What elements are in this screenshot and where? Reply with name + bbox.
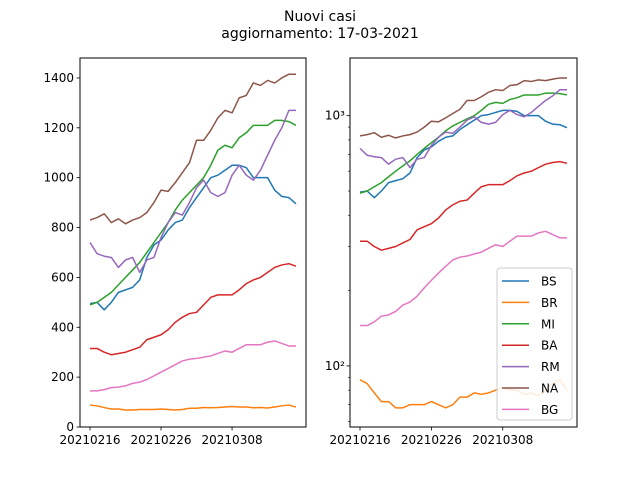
left-y-tick-label: 1400: [43, 71, 74, 85]
left-series-mi-line: [89, 119, 297, 306]
legend: BS BR MI BA RM NA BG: [496, 267, 573, 421]
left-series-rm-line: [89, 109, 296, 274]
left-series-ba-line: [90, 262, 297, 356]
right-series-na-line: [359, 77, 567, 139]
right-x-tick-label: 20210308: [472, 433, 533, 447]
right-chart-panel: 10² 10³ 20210216 20210226 20210308 BS BR MI BA…: [325, 57, 578, 447]
left-y-tick-label: 1200: [43, 121, 74, 135]
left-x-ticks: 20210216 20210226 20210308: [59, 427, 263, 447]
left-y-tick-label: 200: [51, 370, 74, 384]
left-y-tick-label: 600: [51, 270, 74, 284]
left-series-br-line: [89, 404, 297, 411]
left-series-na-line: [89, 73, 296, 225]
right-series-bg-line: [360, 230, 567, 327]
right-x-tick-label: 20210216: [329, 433, 390, 447]
right-y-ticks: 10² 10³: [325, 109, 350, 422]
legend-label-ba: BA: [541, 339, 558, 353]
figure-title-line2: aggiornamento: 17-03-2021: [221, 26, 418, 42]
legend-label-bs: BS: [541, 275, 557, 289]
left-y-tick-label: 0: [66, 420, 74, 434]
left-y-tick-label: 400: [51, 320, 74, 334]
left-y-ticks: 0 200 400 600 800 1000 1200 1400: [43, 71, 80, 434]
legend-label-br: BR: [541, 296, 558, 310]
right-x-tick-label: 20210226: [401, 433, 462, 447]
right-y-tick-label: 10²: [325, 359, 345, 373]
legend-label-rm: RM: [541, 360, 560, 374]
left-x-tick-label: 20210216: [59, 433, 120, 447]
right-series-bs-line: [359, 109, 568, 199]
left-y-tick-label: 1000: [43, 171, 74, 185]
right-axes-frame: [349, 57, 578, 428]
left-x-tick-label: 20210308: [202, 433, 263, 447]
left-axes-frame: [79, 57, 307, 428]
left-y-tick-label: 800: [51, 221, 74, 235]
legend-box: [496, 267, 573, 421]
right-series-ba-line: [360, 160, 568, 251]
legend-label-na: NA: [541, 382, 559, 396]
left-series-bs-line: [89, 164, 297, 311]
right-series-mi-line: [359, 92, 568, 194]
left-series-bg-line: [90, 340, 296, 392]
right-y-tick-label: 10³: [325, 109, 345, 123]
right-series-rm-line: [359, 88, 567, 169]
legend-label-mi: MI: [541, 317, 555, 331]
right-x-ticks: 20210216 20210226 20210308: [329, 427, 533, 447]
left-series-lines: [89, 73, 297, 411]
legend-label-bg: BG: [541, 403, 558, 417]
left-x-tick-label: 20210226: [130, 433, 191, 447]
figure-title-line1: Nuovi casi: [284, 9, 356, 25]
